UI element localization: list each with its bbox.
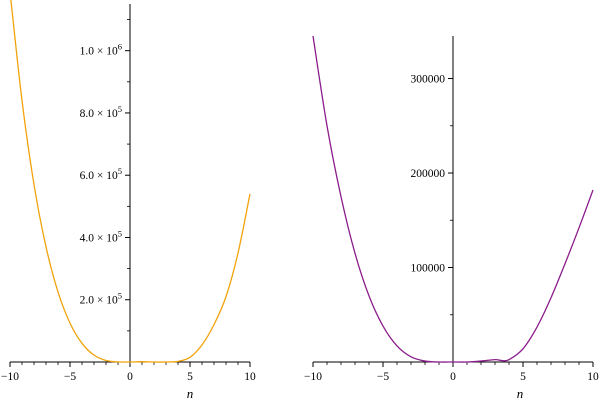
chart-right: −10 −5 0 5 10 100000 200000 300000 n <box>304 35 599 401</box>
left-y-tick-label: 1.0 × 106 <box>80 42 122 58</box>
left-series-line <box>10 0 251 363</box>
right-y-tick-label: 300000 <box>411 74 446 86</box>
left-y-tick-label: 4.0 × 105 <box>80 228 122 244</box>
right-x-tick-label: 0 <box>450 371 456 383</box>
right-x-tick-label: −10 <box>304 371 322 383</box>
right-y-tick-label: 100000 <box>411 263 446 275</box>
left-x-tick-label: 0 <box>127 371 133 383</box>
right-x-tick-label: −5 <box>377 371 389 383</box>
right-x-axis-title: n <box>517 386 524 401</box>
right-series-line <box>312 35 594 363</box>
left-x-tick-label: −10 <box>1 371 19 383</box>
left-x-tick-label: 10 <box>244 371 256 383</box>
left-x-axis-title: n <box>187 386 194 401</box>
chart-left: −10 −5 0 5 10 2.0 × 105 4.0 × 105 6.0 × 105 8.0 … <box>1 0 256 401</box>
right-x-tick-label: 10 <box>587 371 599 383</box>
right-y-tick-label: 200000 <box>411 168 446 180</box>
left-y-tick-label: 8.0 × 105 <box>80 104 122 120</box>
left-x-tick-label: 5 <box>187 371 193 383</box>
right-x-tick-label: 5 <box>520 371 526 383</box>
left-y-tick-label: 6.0 × 105 <box>80 166 122 182</box>
left-y-tick-label: 2.0 × 105 <box>80 291 122 307</box>
left-x-tick-label: −5 <box>64 371 76 383</box>
